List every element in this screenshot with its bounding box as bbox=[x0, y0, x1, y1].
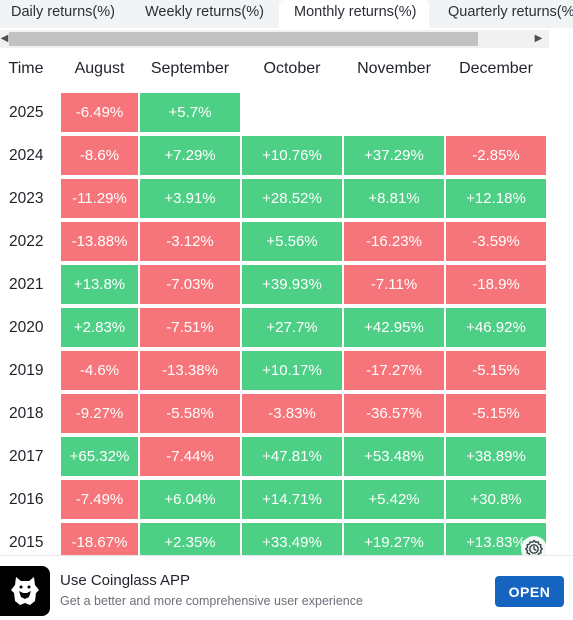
year-label: 2025 bbox=[9, 104, 44, 121]
return-cell[interactable]: -7.49% bbox=[61, 480, 138, 519]
return-cell[interactable]: -2.85% bbox=[446, 136, 546, 175]
month-column-header: October bbox=[263, 60, 321, 77]
return-cell[interactable]: -3.12% bbox=[140, 222, 240, 261]
return-cell[interactable]: -7.44% bbox=[140, 437, 240, 476]
return-cell[interactable]: +38.89% bbox=[446, 437, 546, 476]
return-cell[interactable]: +65.32% bbox=[61, 437, 138, 476]
return-cell[interactable]: +5.56% bbox=[242, 222, 342, 261]
year-label: 2022 bbox=[9, 233, 44, 250]
year-label: 2024 bbox=[9, 147, 44, 164]
return-cell[interactable]: -4.6% bbox=[61, 351, 138, 390]
vertical-scroll-area[interactable] bbox=[549, 52, 573, 555]
return-cell[interactable]: +53.48% bbox=[344, 437, 444, 476]
return-cell[interactable]: +7.29% bbox=[140, 136, 240, 175]
return-cell[interactable]: +30.8% bbox=[446, 480, 546, 519]
tab-quarterly-returns[interactable]: Quarterly returns(%) bbox=[448, 4, 573, 20]
return-cell[interactable]: -9.27% bbox=[61, 394, 138, 433]
banner-subtitle: Get a better and more comprehensive user… bbox=[60, 594, 363, 608]
month-column-header: September bbox=[150, 60, 230, 77]
month-column-header: November bbox=[357, 60, 431, 77]
year-label: 2016 bbox=[9, 491, 44, 508]
return-cell[interactable]: +27.7% bbox=[242, 308, 342, 347]
return-cell[interactable]: +3.91% bbox=[140, 179, 240, 218]
return-cell[interactable]: -8.6% bbox=[61, 136, 138, 175]
return-cell[interactable]: +12.18% bbox=[446, 179, 546, 218]
return-cell[interactable]: -17.27% bbox=[344, 351, 444, 390]
month-column-header: December bbox=[459, 60, 533, 77]
return-cell[interactable]: +46.92% bbox=[446, 308, 546, 347]
app-download-banner: Use Coinglass APP Get a better and more … bbox=[0, 555, 573, 620]
open-app-button[interactable]: OPEN bbox=[495, 576, 564, 607]
return-cell[interactable]: -3.83% bbox=[242, 394, 342, 433]
return-cell[interactable]: -36.57% bbox=[344, 394, 444, 433]
year-label: 2019 bbox=[9, 362, 44, 379]
return-cell[interactable]: -7.11% bbox=[344, 265, 444, 304]
return-cell[interactable]: +47.81% bbox=[242, 437, 342, 476]
return-cell[interactable]: -3.59% bbox=[446, 222, 546, 261]
return-cell[interactable]: -13.38% bbox=[140, 351, 240, 390]
tab-monthly-returns[interactable]: Monthly returns(%) bbox=[279, 0, 429, 28]
return-cell[interactable]: +5.7% bbox=[140, 93, 240, 132]
return-cell[interactable]: +13.8% bbox=[61, 265, 138, 304]
return-cell[interactable]: +42.95% bbox=[344, 308, 444, 347]
return-cell[interactable]: -6.49% bbox=[61, 93, 138, 132]
return-cell[interactable]: +8.81% bbox=[344, 179, 444, 218]
month-column-header: August bbox=[74, 60, 125, 77]
return-cell[interactable]: +6.04% bbox=[140, 480, 240, 519]
tab-weekly-returns[interactable]: Weekly returns(%) bbox=[145, 4, 264, 20]
return-cell[interactable]: -16.23% bbox=[344, 222, 444, 261]
returns-tabs: Daily returns(%) Weekly returns(%) Month… bbox=[0, 0, 573, 28]
return-cell[interactable]: +14.71% bbox=[242, 480, 342, 519]
return-cell[interactable]: -11.29% bbox=[61, 179, 138, 218]
time-column-header: Time bbox=[8, 60, 44, 77]
coinglass-logo-icon bbox=[0, 566, 50, 616]
horizontal-scrollbar[interactable]: ◀ ▶ bbox=[0, 30, 549, 48]
year-label: 2017 bbox=[9, 448, 44, 465]
return-cell[interactable]: -7.03% bbox=[140, 265, 240, 304]
return-cell[interactable]: -5.15% bbox=[446, 351, 546, 390]
tab-daily-returns[interactable]: Daily returns(%) bbox=[11, 4, 115, 20]
return-cell[interactable]: +2.83% bbox=[61, 308, 138, 347]
banner-title: Use Coinglass APP bbox=[60, 572, 191, 589]
year-label: 2018 bbox=[9, 405, 44, 422]
return-cell[interactable]: -18.9% bbox=[446, 265, 546, 304]
year-label: 2020 bbox=[9, 319, 44, 336]
scroll-left-icon[interactable]: ◀ bbox=[0, 33, 9, 44]
scrollbar-thumb[interactable] bbox=[9, 32, 478, 46]
return-cell[interactable]: +5.42% bbox=[344, 480, 444, 519]
year-label: 2021 bbox=[9, 276, 44, 293]
return-cell[interactable]: -5.15% bbox=[446, 394, 546, 433]
return-cell[interactable]: +28.52% bbox=[242, 179, 342, 218]
return-cell[interactable]: +37.29% bbox=[344, 136, 444, 175]
return-cell[interactable]: -13.88% bbox=[61, 222, 138, 261]
return-cell[interactable]: -5.58% bbox=[140, 394, 240, 433]
return-cell[interactable]: +10.76% bbox=[242, 136, 342, 175]
return-cell[interactable]: -7.51% bbox=[140, 308, 240, 347]
return-cell[interactable]: +10.17% bbox=[242, 351, 342, 390]
scroll-right-icon[interactable]: ▶ bbox=[534, 33, 543, 44]
year-label: 2015 bbox=[9, 534, 44, 551]
return-cell[interactable]: +39.93% bbox=[242, 265, 342, 304]
year-label: 2023 bbox=[9, 190, 44, 207]
